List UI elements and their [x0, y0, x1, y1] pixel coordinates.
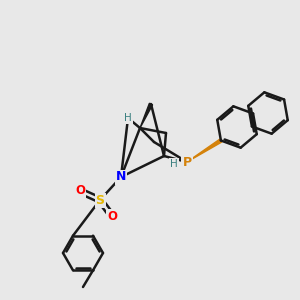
Text: O: O [75, 184, 85, 197]
Polygon shape [140, 103, 153, 128]
Text: P: P [182, 155, 192, 169]
Text: S: S [95, 194, 104, 206]
Polygon shape [187, 139, 222, 162]
Text: O: O [107, 209, 117, 223]
Text: H: H [124, 113, 132, 123]
Text: H: H [170, 159, 178, 169]
Text: N: N [116, 170, 126, 184]
